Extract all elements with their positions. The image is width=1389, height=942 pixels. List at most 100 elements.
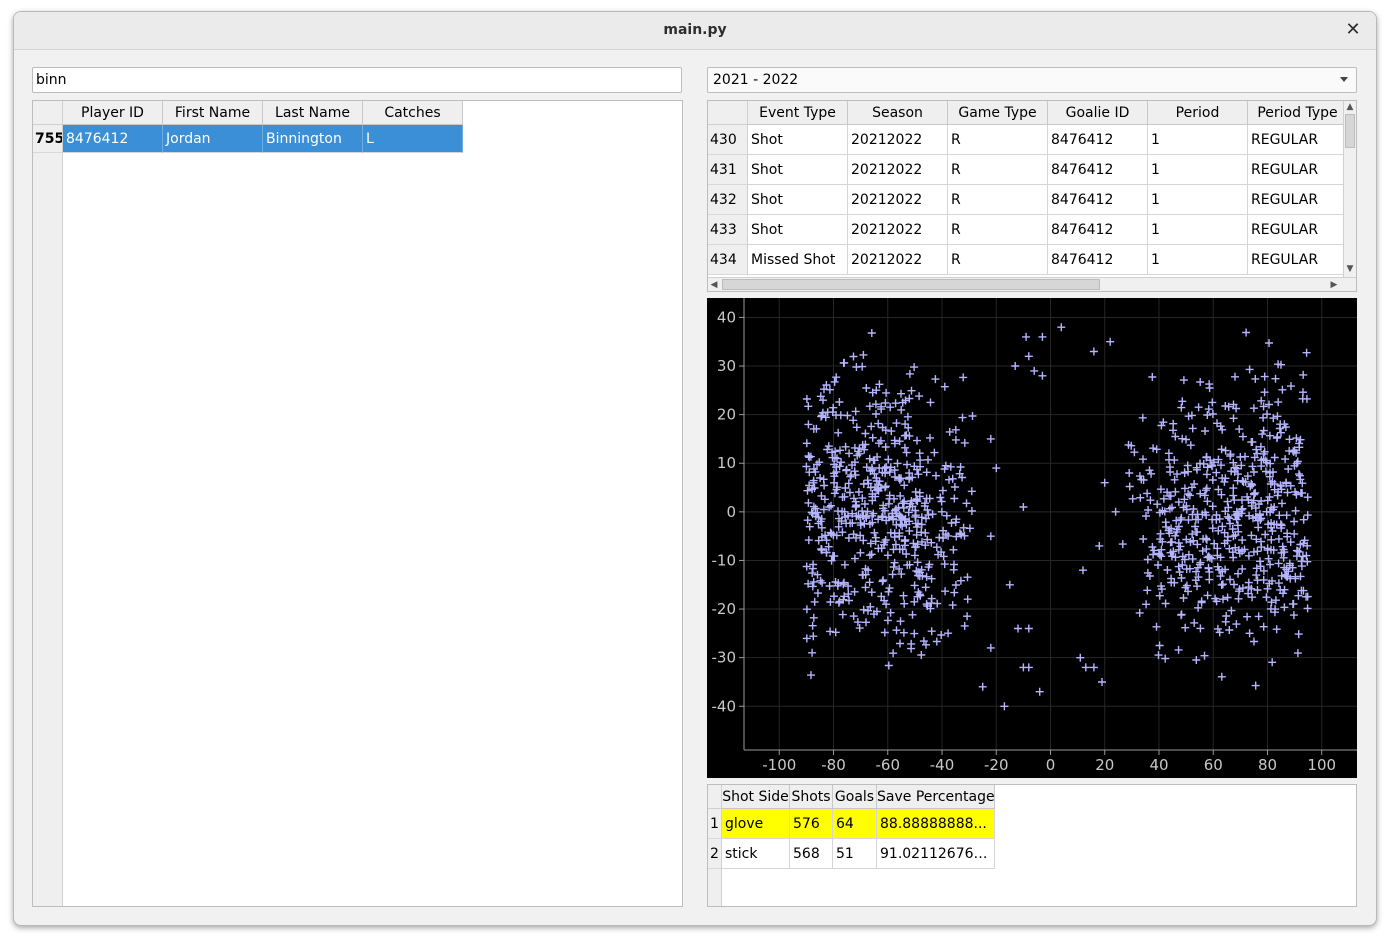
title-bar: main.py ✕ bbox=[14, 12, 1376, 50]
table-cell[interactable]: R bbox=[948, 155, 1048, 185]
scroll-up-icon[interactable]: ▲ bbox=[1346, 102, 1354, 112]
column-header[interactable]: Game Type bbox=[948, 101, 1048, 125]
table-cell[interactable]: 8476412 bbox=[1048, 245, 1148, 275]
row-header[interactable]: 431 bbox=[708, 155, 748, 185]
table-cell[interactable]: Shot bbox=[748, 155, 848, 185]
table-cell[interactable]: R bbox=[948, 245, 1048, 275]
column-header[interactable]: Shots bbox=[790, 785, 833, 809]
events-horizontal-scrollbar[interactable]: ◀ ▶ bbox=[708, 277, 1356, 291]
table-cell[interactable]: stick bbox=[722, 839, 790, 869]
column-header[interactable]: Event Type bbox=[748, 101, 848, 125]
column-header[interactable]: Season bbox=[848, 101, 948, 125]
table-cell[interactable]: Missed Shot bbox=[748, 245, 848, 275]
table-cell[interactable]: 20212022 bbox=[848, 215, 948, 245]
row-header[interactable]: 755 bbox=[33, 125, 63, 153]
table-cell[interactable]: REGULAR bbox=[1248, 245, 1348, 275]
row-header[interactable]: 432 bbox=[708, 185, 748, 215]
x-tick-label: 80 bbox=[1258, 756, 1277, 774]
season-select-value: 2021 - 2022 bbox=[713, 72, 799, 88]
table-cell[interactable]: 64 bbox=[833, 809, 877, 839]
table-cell[interactable]: 1 bbox=[1148, 155, 1248, 185]
y-tick-label: -40 bbox=[712, 697, 737, 715]
window-title: main.py bbox=[663, 22, 727, 38]
close-icon[interactable]: ✕ bbox=[1345, 19, 1361, 40]
column-header[interactable]: Save Percentage bbox=[877, 785, 995, 809]
players-table[interactable]: Player ID First Name Last Name Catches 755 8… bbox=[32, 100, 683, 907]
table-corner[interactable] bbox=[708, 101, 748, 125]
events-vertical-scrollbar[interactable]: ▲ ▼ bbox=[1343, 101, 1356, 277]
events-table[interactable]: Event Type Season Game Type Goalie ID Period… bbox=[707, 100, 1357, 292]
table-cell[interactable]: 1 bbox=[1148, 125, 1248, 155]
column-header[interactable]: Player ID bbox=[63, 101, 163, 125]
scroll-left-icon[interactable]: ◀ bbox=[710, 280, 718, 290]
table-cell[interactable]: 1 bbox=[1148, 245, 1248, 275]
column-header[interactable]: Period Type bbox=[1248, 101, 1348, 125]
table-cell[interactable]: Shot bbox=[748, 185, 848, 215]
y-tick-label: 20 bbox=[717, 406, 736, 424]
x-tick-label: -80 bbox=[821, 756, 846, 774]
x-tick-label: -100 bbox=[762, 756, 796, 774]
table-cell[interactable]: 8476412 bbox=[1048, 155, 1148, 185]
table-cell[interactable]: 8476412 bbox=[1048, 215, 1148, 245]
x-tick-label: 100 bbox=[1307, 756, 1336, 774]
column-header[interactable]: Goals bbox=[833, 785, 877, 809]
y-tick-label: -10 bbox=[712, 551, 737, 569]
table-cell[interactable]: 1 bbox=[1148, 215, 1248, 245]
table-cell[interactable]: REGULAR bbox=[1248, 215, 1348, 245]
table-corner[interactable] bbox=[708, 785, 722, 809]
scrollbar-thumb[interactable] bbox=[1345, 114, 1355, 148]
scrollbar-thumb[interactable] bbox=[722, 279, 1100, 290]
x-tick-label: 60 bbox=[1204, 756, 1223, 774]
x-tick-label: -20 bbox=[984, 756, 1009, 774]
table-cell[interactable]: L bbox=[363, 125, 463, 153]
column-header[interactable]: Period bbox=[1148, 101, 1248, 125]
table-cell[interactable]: Jordan bbox=[163, 125, 263, 153]
table-cell[interactable]: 91.021126760... bbox=[877, 839, 995, 869]
column-header[interactable]: Shot Side bbox=[722, 785, 790, 809]
row-header[interactable]: 434 bbox=[708, 245, 748, 275]
table-cell[interactable]: 8476412 bbox=[63, 125, 163, 153]
table-cell[interactable]: 20212022 bbox=[848, 185, 948, 215]
shot-scatter-plot[interactable]: -100 -80 -60 -40 -20 0 20 40 60 80 100-40-30-20-10… bbox=[707, 298, 1357, 778]
season-select[interactable]: 2021 - 2022 bbox=[707, 67, 1357, 93]
table-cell[interactable]: glove bbox=[722, 809, 790, 839]
row-header-strip bbox=[33, 125, 63, 906]
row-header[interactable]: 430 bbox=[708, 125, 748, 155]
table-cell[interactable]: REGULAR bbox=[1248, 185, 1348, 215]
table-cell[interactable]: 51 bbox=[833, 839, 877, 869]
table-cell[interactable]: 568 bbox=[790, 839, 833, 869]
table-cell[interactable]: 20212022 bbox=[848, 125, 948, 155]
column-header[interactable]: Goalie ID bbox=[1048, 101, 1148, 125]
table-cell[interactable]: Binnington bbox=[263, 125, 363, 153]
x-tick-label: 40 bbox=[1149, 756, 1168, 774]
table-cell[interactable]: R bbox=[948, 185, 1048, 215]
scroll-down-icon[interactable]: ▼ bbox=[1346, 264, 1354, 274]
row-header[interactable]: 433 bbox=[708, 215, 748, 245]
y-tick-label: -20 bbox=[712, 600, 737, 618]
search-input[interactable] bbox=[32, 67, 682, 93]
table-cell[interactable]: 88.88888888... bbox=[877, 809, 995, 839]
table-cell[interactable]: R bbox=[948, 215, 1048, 245]
table-cell[interactable]: Shot bbox=[748, 215, 848, 245]
table-cell[interactable]: 20212022 bbox=[848, 245, 948, 275]
table-corner[interactable] bbox=[33, 101, 63, 125]
column-header[interactable]: Last Name bbox=[263, 101, 363, 125]
shot-side-stats-table[interactable]: Shot Side Shots Goals Save Percentage 1 glov… bbox=[707, 784, 1357, 907]
row-header[interactable]: 1 bbox=[708, 809, 722, 839]
scroll-right-icon[interactable]: ▶ bbox=[1330, 280, 1338, 290]
table-cell[interactable]: REGULAR bbox=[1248, 125, 1348, 155]
table-cell[interactable]: 1 bbox=[1148, 185, 1248, 215]
table-cell[interactable]: R bbox=[948, 125, 1048, 155]
table-cell[interactable]: 8476412 bbox=[1048, 125, 1148, 155]
column-header[interactable]: First Name bbox=[163, 101, 263, 125]
table-cell[interactable]: 576 bbox=[790, 809, 833, 839]
table-cell[interactable]: REGULAR bbox=[1248, 155, 1348, 185]
table-cell[interactable]: 20212022 bbox=[848, 155, 948, 185]
row-header[interactable]: 2 bbox=[708, 839, 722, 869]
table-cell[interactable]: Shot bbox=[748, 125, 848, 155]
scatter-points bbox=[802, 323, 1312, 711]
y-tick-label: 10 bbox=[717, 454, 736, 472]
table-cell[interactable]: 8476412 bbox=[1048, 185, 1148, 215]
column-header[interactable]: Catches bbox=[363, 101, 463, 125]
